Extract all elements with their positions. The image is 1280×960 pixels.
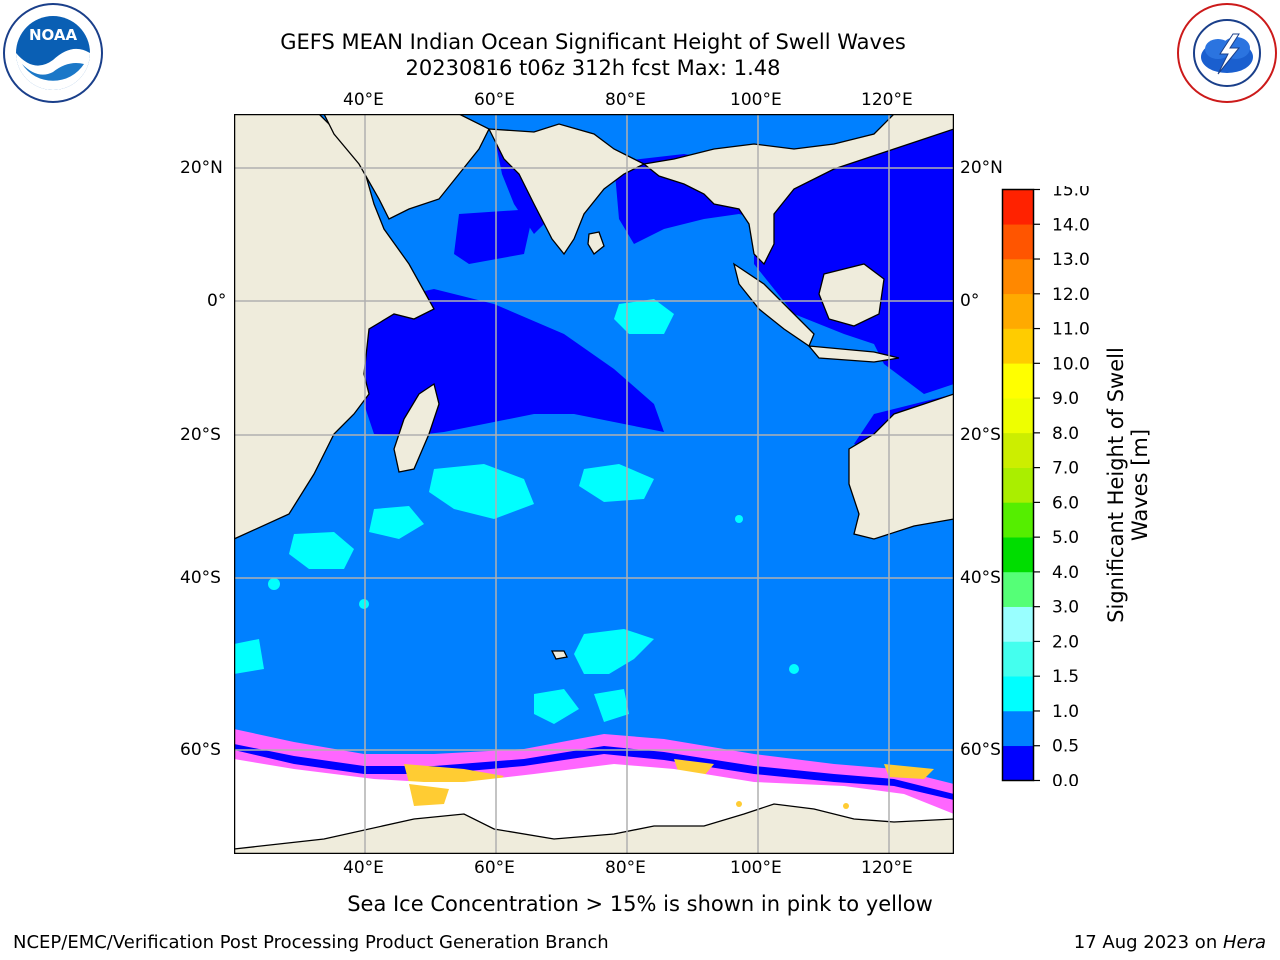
colorbar-swatch: [1002, 432, 1034, 468]
lon-tick-top-80e: 80°E: [605, 90, 646, 110]
colorbar-tick-label: 4.0: [1052, 563, 1079, 583]
lon-tick-top-100e: 100°E: [730, 90, 782, 110]
colorbar-swatch: [1002, 398, 1034, 434]
run-host: Hera: [1222, 932, 1266, 953]
lon-tick-top-120e: 120°E: [861, 90, 913, 110]
colorbar-tick-label: 7.0: [1052, 459, 1079, 479]
lat-tick-right-0: 0°: [960, 291, 980, 311]
colorbar-swatch: [1002, 467, 1034, 503]
colorbar-tick-label: 15.0: [1052, 186, 1090, 201]
noaa-logo: NOAA: [3, 3, 103, 103]
lat-tick-left-20s: 20°S: [180, 425, 221, 445]
lon-tick-bottom-80e: 80°E: [605, 858, 646, 878]
colorbar-swatch: [1002, 676, 1034, 712]
colorbar-tick-label: 1.5: [1052, 667, 1079, 687]
colorbar-swatch: [1002, 363, 1034, 399]
colorbar-tick-label: 3.0: [1052, 598, 1079, 618]
colorbar-tick-label: 6.0: [1052, 493, 1079, 513]
colorbar-label: Significant Height of Swell Waves [m]: [1104, 347, 1152, 623]
colorbar-tick-label: 1.0: [1052, 702, 1079, 722]
colorbar-swatch: [1002, 502, 1034, 538]
lat-tick-right-40s: 40°S: [960, 568, 1001, 588]
colorbar-swatch: [1002, 293, 1034, 329]
lat-tick-right-20s: 20°S: [960, 425, 1001, 445]
colorbar-tick-label: 10.0: [1052, 354, 1090, 374]
graticule: [234, 114, 954, 854]
colorbar-swatch: [1002, 328, 1034, 364]
lon-tick-bottom-40e: 40°E: [343, 858, 384, 878]
equatorial-low-swell-band: [364, 289, 664, 436]
colorbar-swatch: [1002, 189, 1034, 225]
lon-tick-bottom-120e: 120°E: [861, 858, 913, 878]
lat-tick-left-60s: 60°S: [180, 740, 221, 760]
map-subtitle: 20230816 t06z 312h fcst Max: 1.48: [405, 56, 781, 80]
colorbar: 0.0 0.5 1.0 1.5 2.0 3.0 4.0 5.0 6.0 7.0 8.0 9.0 10.0…: [1001, 186, 1090, 787]
colorbar-tick-label: 8.0: [1052, 424, 1079, 444]
landmasses: [234, 114, 954, 854]
colorbar-tick-label: 2.0: [1052, 632, 1079, 652]
lat-tick-left-20n: 20°N: [180, 158, 223, 178]
map-frame: [234, 114, 954, 854]
colorbar-ticks: 0.0 0.5 1.0 1.5 2.0 3.0 4.0 5.0 6.0 7.0 8.0 9.0 10.0…: [1033, 186, 1090, 787]
colorbar-swatch: [1002, 537, 1034, 573]
map-title: GEFS MEAN Indian Ocean Significant Heigh…: [280, 30, 906, 54]
colorbar-swatch: [1002, 745, 1034, 781]
sea-ice-note: Sea Ice Concentration > 15% is shown in …: [347, 892, 933, 916]
producer-credit: NCEP/EMC/Verification Post Processing Pr…: [13, 932, 609, 953]
lon-tick-top-60e: 60°E: [474, 90, 515, 110]
lat-tick-right-20n: 20°N: [960, 158, 1003, 178]
lon-tick-bottom-100e: 100°E: [730, 858, 782, 878]
colorbar-tick-label: 5.0: [1052, 528, 1079, 548]
colorbar-tick-label: 12.0: [1052, 285, 1090, 305]
colorbar-tick-label: 13.0: [1052, 250, 1090, 270]
colorbar-swatch: [1002, 224, 1034, 260]
colorbar-swatch: [1002, 606, 1034, 642]
swell-1p0-1p5-patches: [234, 299, 799, 724]
colorbar-frame: [1001, 188, 1035, 782]
run-date-text: 17 Aug 2023 on: [1073, 932, 1223, 953]
lon-tick-top-40e: 40°E: [343, 90, 384, 110]
colorbar-tick-label: 0.5: [1052, 737, 1079, 757]
lat-tick-left-40s: 40°S: [180, 568, 221, 588]
run-date: 17 Aug 2023 on Hera: [1074, 932, 1266, 954]
map-panel: [234, 114, 954, 854]
colorbar-swatch: [1002, 259, 1034, 295]
colorbar-tick-label: 14.0: [1052, 215, 1090, 235]
colorbar-swatch: [1002, 571, 1034, 607]
nws-logo: [1177, 3, 1277, 103]
colorbar-tick-label: 0.0: [1052, 772, 1079, 787]
colorbar-swatch: [1002, 710, 1034, 747]
colorbar-swatch: [1002, 641, 1034, 677]
noaa-logo-text: NOAA: [29, 26, 78, 44]
western-arabian-sea-low-swell: [454, 209, 534, 264]
colorbar-swatches: [1002, 189, 1034, 781]
lon-tick-bottom-60e: 60°E: [474, 858, 515, 878]
colorbar-tick-label: 9.0: [1052, 389, 1079, 409]
colorbar-tick-label: 11.0: [1052, 320, 1090, 340]
lat-tick-right-60s: 60°S: [960, 740, 1001, 760]
lat-tick-left-0: 0°: [207, 291, 227, 311]
